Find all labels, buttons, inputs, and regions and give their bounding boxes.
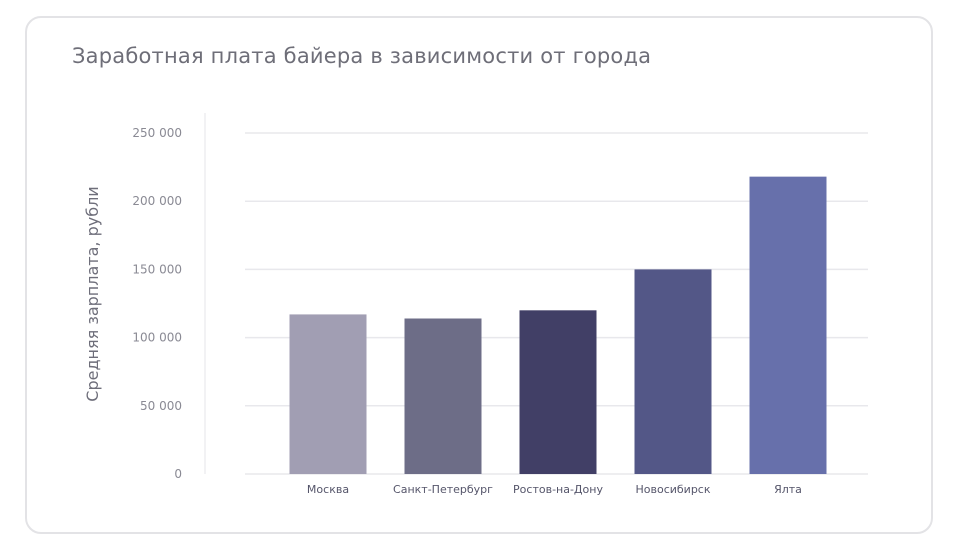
x-tick-label: Москва	[307, 483, 349, 496]
y-tick-label: 50 000	[140, 399, 182, 413]
y-tick-label: 0	[174, 467, 182, 481]
y-tick-label: 100 000	[132, 331, 182, 345]
bar-3	[634, 269, 712, 474]
y-tick-label: 250 000	[132, 126, 182, 140]
bar-4	[749, 176, 827, 474]
y-tick-label: 150 000	[132, 262, 182, 276]
bar-2	[519, 310, 597, 474]
y-tick-label: 200 000	[132, 194, 182, 208]
chart-title: Заработная плата байера в зависимости от…	[72, 44, 652, 68]
y-axis-label: Средняя зарплата, рубли	[83, 186, 102, 401]
x-tick-label: Новосибирск	[635, 483, 710, 496]
x-tick-label: Ялта	[774, 483, 802, 496]
x-tick-label: Санкт-Петербург	[393, 483, 493, 496]
bar-0	[289, 314, 367, 474]
x-tick-label: Ростов-на-Дону	[513, 483, 603, 496]
bar-1	[404, 318, 482, 474]
